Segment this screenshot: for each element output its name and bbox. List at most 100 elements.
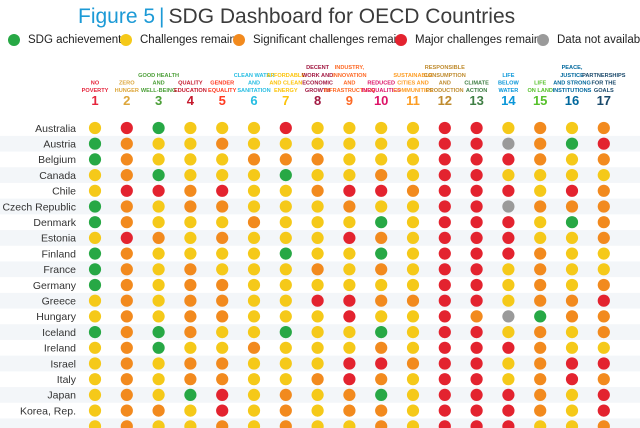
status-dot <box>438 341 451 354</box>
status-dot <box>120 373 133 386</box>
status-dot <box>279 341 292 354</box>
status-dot <box>152 216 165 229</box>
status-dot <box>502 373 515 386</box>
status-dot <box>502 404 515 417</box>
status-dot <box>375 200 388 213</box>
status-dot <box>88 137 102 150</box>
legend-label: Major challenges remain <box>415 34 541 46</box>
status-dot <box>438 121 451 135</box>
status-dot <box>565 153 579 166</box>
status-dot <box>343 137 356 150</box>
status-dot <box>438 278 451 292</box>
goal-label-line: INNOVATION <box>332 73 366 79</box>
legend-swatch <box>8 34 20 46</box>
goal-number: 2 <box>123 93 130 108</box>
status-dot <box>406 326 420 339</box>
status-dot <box>534 310 547 323</box>
status-dot <box>565 184 579 197</box>
status-dot <box>343 388 356 401</box>
status-dot <box>534 373 547 386</box>
status-dot <box>534 184 547 197</box>
status-dot <box>375 404 388 417</box>
figure-label: Figure 5 <box>78 5 156 28</box>
status-dot <box>311 153 324 166</box>
status-dot <box>406 121 420 135</box>
status-dot <box>184 357 197 370</box>
status-dot <box>279 200 292 213</box>
status-dot <box>88 404 102 417</box>
status-dot <box>438 216 451 229</box>
status-dot <box>279 310 292 323</box>
goal-label-line: INEQUALITIES <box>362 88 401 94</box>
status-dot <box>247 404 261 417</box>
status-dot <box>470 388 483 401</box>
status-dot <box>343 263 356 276</box>
status-dot <box>216 184 229 197</box>
goal-number: 17 <box>597 93 611 108</box>
status-dot <box>470 278 483 292</box>
status-dot <box>534 341 547 354</box>
status-dot <box>597 404 610 417</box>
status-dot <box>279 357 292 370</box>
status-dot <box>184 388 197 401</box>
status-dot <box>375 341 388 354</box>
status-dot <box>184 121 197 135</box>
status-dot <box>88 200 102 213</box>
status-dot <box>311 247 324 260</box>
status-dot <box>120 404 133 417</box>
status-dot <box>375 294 388 307</box>
status-dot <box>438 200 451 213</box>
goal-label-line: CLEAN WATER <box>234 73 275 79</box>
status-dot <box>120 169 133 182</box>
status-dot <box>120 420 133 428</box>
status-dot <box>184 310 197 323</box>
status-dot <box>120 310 133 323</box>
status-dot <box>502 294 515 307</box>
goal-label-line: SANITATION <box>237 88 270 94</box>
goal-label-line: ACTION <box>466 88 487 94</box>
status-dot <box>184 420 197 428</box>
status-dot <box>120 294 133 307</box>
country-label: Israel <box>50 358 76 370</box>
status-dot <box>534 278 547 292</box>
status-dot <box>502 121 515 135</box>
status-dot <box>438 388 451 401</box>
status-dot <box>247 137 261 150</box>
status-dot <box>279 404 292 417</box>
status-dot <box>152 200 165 213</box>
status-dot <box>502 169 515 182</box>
goal-label-line: FOR THE <box>592 80 617 86</box>
status-dot <box>534 137 547 150</box>
status-dot <box>247 247 261 260</box>
status-dot <box>216 200 229 213</box>
status-dot <box>152 153 165 166</box>
status-dot <box>311 404 324 417</box>
status-dot <box>597 310 610 323</box>
status-dot <box>502 231 515 244</box>
status-dot <box>216 373 229 386</box>
status-dot <box>216 216 229 229</box>
status-dot <box>279 216 292 229</box>
goal-label-line: DECENT <box>306 65 330 71</box>
country-label: Australia <box>35 123 76 135</box>
status-dot <box>216 263 229 276</box>
status-dot <box>375 263 388 276</box>
status-dot <box>534 121 547 135</box>
goal-label-line: CLIMATE <box>464 80 489 86</box>
status-dot <box>184 216 197 229</box>
status-dot <box>597 388 610 401</box>
status-dot <box>470 231 483 244</box>
status-dot <box>406 278 420 292</box>
status-dot <box>279 263 292 276</box>
status-dot <box>406 341 420 354</box>
status-dot <box>311 263 324 276</box>
status-dot <box>216 153 229 166</box>
status-dot <box>88 294 102 307</box>
legend-item: Significant challenges remain <box>233 32 403 48</box>
status-dot <box>470 153 483 166</box>
status-dot <box>311 388 324 401</box>
goal-label-line: ENERGY <box>274 88 298 94</box>
status-dot <box>502 200 515 213</box>
goal-label-line: INFRASTRUCTURE <box>324 88 376 94</box>
status-dot <box>597 341 610 354</box>
